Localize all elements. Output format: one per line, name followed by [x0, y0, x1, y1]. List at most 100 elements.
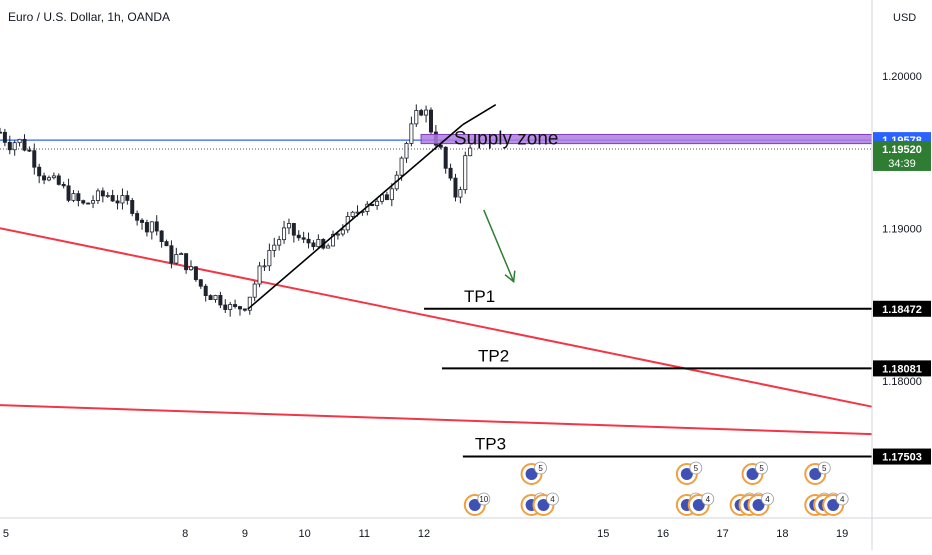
- candle: [2, 128, 7, 147]
- candle: [135, 210, 140, 226]
- x-tick-label: 12: [418, 528, 430, 540]
- candle-body: [311, 242, 316, 248]
- candle-body: [95, 190, 100, 201]
- event-flag-icon: [468, 499, 481, 511]
- candle: [301, 231, 306, 244]
- candle: [424, 105, 429, 123]
- candle-body: [419, 110, 424, 116]
- event-count: 5: [538, 464, 543, 473]
- candle: [86, 202, 91, 205]
- candle-body: [218, 295, 223, 306]
- candle: [272, 237, 277, 258]
- candle: [468, 145, 473, 157]
- event-count: 10: [479, 495, 488, 504]
- event-marker: 5: [804, 461, 831, 485]
- event-count: 4: [840, 495, 845, 504]
- candle-body: [174, 254, 179, 264]
- x-tick-label: 5: [3, 528, 9, 540]
- candle-body: [453, 177, 458, 198]
- candle: [22, 134, 27, 152]
- candle-body: [189, 266, 194, 271]
- candle: [282, 220, 287, 244]
- candle-body: [179, 253, 184, 255]
- candle: [189, 260, 194, 271]
- candle-body: [326, 245, 331, 249]
- event-count: 5: [822, 464, 827, 473]
- price-tag-2: [873, 140, 931, 171]
- candle: [340, 224, 345, 237]
- candle: [140, 218, 145, 230]
- candle-body: [291, 223, 296, 236]
- candle-body: [140, 219, 145, 223]
- event-marker: 10: [463, 492, 491, 516]
- candle: [17, 138, 22, 147]
- candle-body: [135, 213, 140, 221]
- candle: [370, 203, 375, 207]
- candle-body: [237, 306, 242, 310]
- candle-body: [91, 200, 96, 204]
- event-flag-icon: [537, 499, 550, 511]
- price-tag-countdown: 34:39: [888, 158, 916, 170]
- candle: [32, 143, 37, 175]
- candle-body: [184, 253, 189, 271]
- candle: [306, 232, 311, 249]
- candle: [409, 116, 414, 147]
- candle: [389, 183, 394, 207]
- candle: [262, 258, 267, 271]
- candle-body: [242, 308, 247, 311]
- candle: [42, 172, 47, 185]
- candle-body: [149, 221, 154, 233]
- candle-body: [2, 131, 7, 143]
- candle-body: [316, 239, 321, 248]
- candle-body: [56, 175, 61, 185]
- candle: [247, 296, 252, 315]
- candle: [46, 175, 51, 182]
- candle-body: [115, 200, 120, 204]
- candle-body: [252, 283, 257, 298]
- candle-body: [42, 175, 47, 181]
- candle-body: [286, 223, 291, 229]
- candle-body: [86, 202, 91, 205]
- candle: [61, 181, 66, 189]
- candle: [326, 243, 331, 249]
- x-tick-label: 9: [242, 528, 248, 540]
- candle-body: [438, 144, 443, 148]
- candle: [296, 230, 301, 241]
- candle: [76, 190, 81, 207]
- candle-body: [272, 244, 277, 251]
- candle-body: [233, 304, 238, 307]
- event-flag-icon: [809, 468, 822, 480]
- x-tick-label: 16: [657, 528, 669, 540]
- candle: [159, 230, 164, 248]
- event-count-badge: [477, 492, 491, 506]
- support-trendline-extension: [462, 104, 497, 126]
- candle: [213, 294, 218, 303]
- candle-body: [61, 184, 66, 187]
- candle: [144, 219, 149, 237]
- forecast-arrow-head: [504, 270, 516, 284]
- price-tag-label-2: 1.19520: [882, 144, 922, 156]
- candle: [164, 239, 169, 247]
- candle-body: [17, 138, 22, 144]
- x-tick-label: 17: [717, 528, 729, 540]
- candle: [184, 253, 189, 274]
- event-flag-icon: [692, 499, 705, 511]
- candle: [154, 215, 159, 236]
- candle: [375, 197, 380, 210]
- candle-body: [414, 110, 419, 125]
- event-count-badge: [835, 492, 849, 506]
- candle: [223, 299, 228, 313]
- event-count-badge: [534, 461, 547, 475]
- candle: [335, 232, 340, 240]
- candle: [291, 222, 296, 243]
- candle: [105, 192, 110, 198]
- candle-body: [7, 141, 12, 151]
- event-flag-icon: [680, 468, 693, 480]
- candle: [95, 188, 100, 204]
- event-marker: 4: [747, 492, 774, 516]
- candle: [419, 108, 424, 117]
- candle-body: [213, 295, 218, 301]
- candle: [316, 234, 321, 248]
